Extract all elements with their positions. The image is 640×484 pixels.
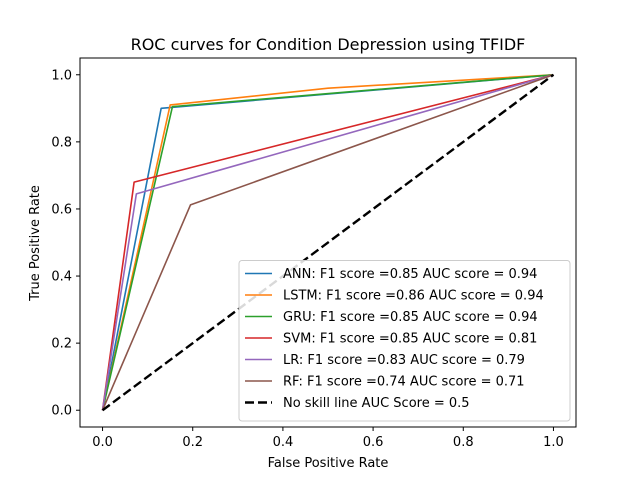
roc-series-line-4 [101,74,554,411]
y-tick-label: 0.0 [51,404,72,419]
x-tick-label: 0.4 [273,435,294,450]
x-tick-label: 0.2 [182,435,203,450]
series-group [101,73,555,412]
y-tick-label: 0.6 [51,202,72,217]
y-tick-label: 0.2 [51,337,72,352]
legend-entry-label: RF: F1 score =0.74 AUC score = 0.71 [283,375,525,390]
roc-series-line-6 [101,73,555,412]
axes-frame [79,57,577,428]
legend-entry-label: No skill line AUC Score = 0.5 [283,396,470,411]
legend-entry-label: GRU: F1 score =0.85 AUC score = 0.94 [283,310,538,325]
roc-series-line-5 [101,74,554,411]
x-tick-label: 0.8 [453,435,474,450]
x-tick-label: 0.0 [92,435,113,450]
roc-series-line-3 [101,73,554,411]
roc-series-line-2 [101,73,554,411]
legend: ANN: F1 score =0.85 AUC score = 0.94 LSTM… [238,260,571,422]
y-tick-label: 0.8 [51,135,72,150]
y-tick-label: 0.4 [51,270,72,285]
x-tick-label: 1.0 [543,435,564,450]
legend-entry-label: ANN: F1 score =0.85 AUC score = 0.94 [283,267,537,282]
y-axis-label: True Positive Rate [28,185,43,302]
roc-series-line-1 [101,73,554,411]
x-tick-label: 0.6 [363,435,384,450]
legend-box [238,260,571,422]
axes: 0.0 0.2 0.4 0.6 0.8 1.0 0.0 0.2 0.4 0.6 0.8 1.0 [51,57,577,450]
legend-entry-label: SVM: F1 score =0.85 AUC score = 0.81 [283,332,537,347]
y-tick-label: 1.0 [51,68,72,83]
plot-area [101,73,555,412]
legend-entry-label: LSTM: F1 score =0.86 AUC score = 0.94 [283,289,544,304]
x-axis-label: False Positive Rate [268,456,389,471]
chart-title: ROC curves for Condition Depression usin… [131,35,526,54]
legend-entry-label: LR: F1 score =0.83 AUC score = 0.79 [283,353,525,368]
